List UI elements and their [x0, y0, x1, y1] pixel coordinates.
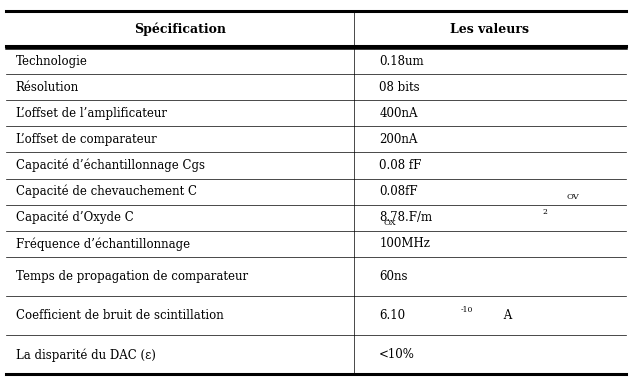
Text: 0.08 fF: 0.08 fF	[379, 159, 422, 172]
Text: Technologie: Technologie	[16, 55, 88, 68]
Text: 2: 2	[542, 207, 547, 215]
Text: 100MHz: 100MHz	[379, 237, 430, 250]
Text: Spécification: Spécification	[134, 23, 226, 37]
Text: 8.78.F/m: 8.78.F/m	[379, 211, 432, 224]
Text: L’offset de l’amplificateur: L’offset de l’amplificateur	[16, 107, 167, 120]
Text: A: A	[501, 309, 513, 322]
Text: Capacité de chevauchement C: Capacité de chevauchement C	[16, 185, 197, 198]
Text: 0.08fF: 0.08fF	[379, 185, 418, 198]
Text: Coefficient de bruit de scintillation: Coefficient de bruit de scintillation	[16, 309, 224, 322]
Text: -10: -10	[461, 306, 473, 314]
Text: L’offset de comparateur: L’offset de comparateur	[16, 133, 157, 146]
Text: 6.10: 6.10	[379, 309, 405, 322]
Text: OV: OV	[567, 193, 580, 201]
Text: 08 bits: 08 bits	[379, 81, 420, 94]
Text: 200nA: 200nA	[379, 133, 418, 146]
Text: <10%: <10%	[379, 348, 415, 361]
Text: La disparité du DAC (ε): La disparité du DAC (ε)	[16, 348, 155, 361]
Text: Capacité d’Oxyde C: Capacité d’Oxyde C	[16, 211, 133, 225]
Text: OX: OX	[383, 219, 396, 227]
Text: 400nA: 400nA	[379, 107, 418, 120]
Text: Temps de propagation de comparateur: Temps de propagation de comparateur	[16, 270, 248, 283]
Text: 0.18um: 0.18um	[379, 55, 424, 68]
Text: Résolution: Résolution	[16, 81, 79, 94]
Text: Les valeurs: Les valeurs	[450, 23, 529, 36]
Text: Fréquence d’échantillonnage: Fréquence d’échantillonnage	[16, 237, 190, 251]
Text: 60ns: 60ns	[379, 270, 408, 283]
Text: Capacité d’échantillonnage Cgs: Capacité d’échantillonnage Cgs	[16, 159, 205, 172]
